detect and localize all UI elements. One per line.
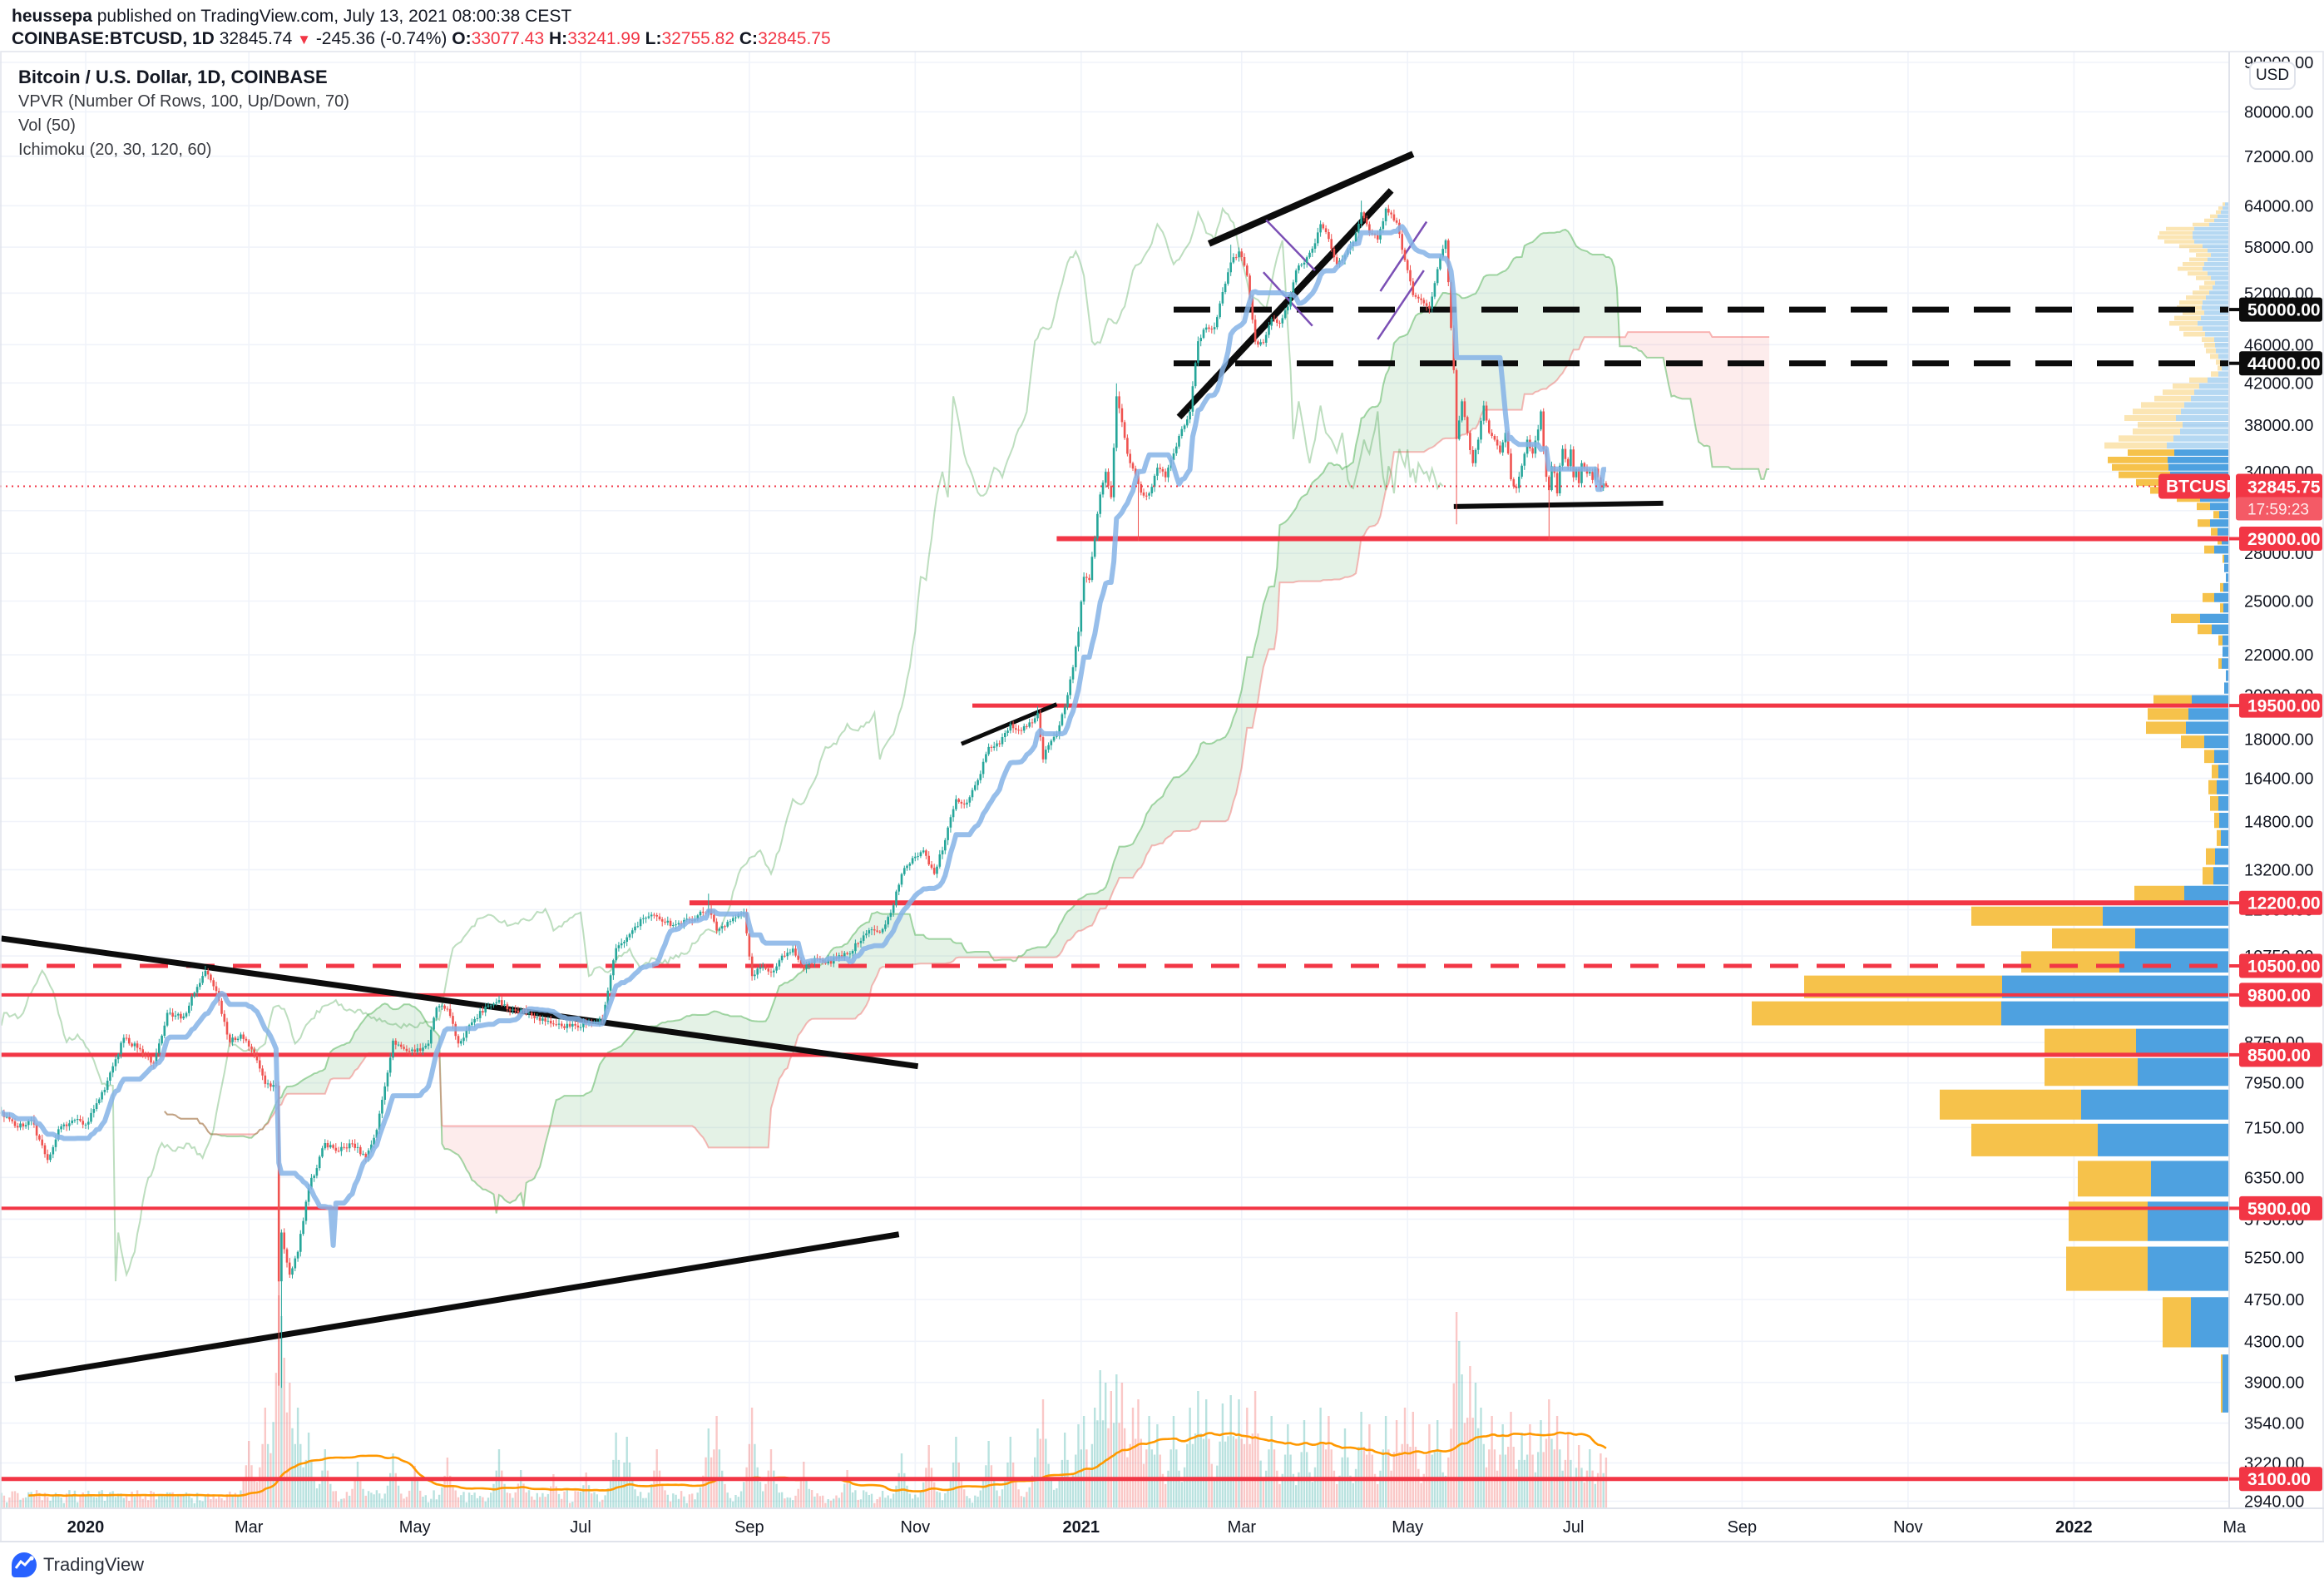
last-price: 32845.74 — [219, 29, 293, 48]
indicator-volume[interactable]: Vol (50) — [18, 116, 76, 135]
indicator-vpvr[interactable]: VPVR (Number Of Rows, 100, Up/Down, 70) — [18, 92, 349, 111]
svg-text:13200.00: 13200.00 — [2244, 861, 2313, 879]
svg-text:19500.00: 19500.00 — [2247, 697, 2321, 716]
down-triangle-icon: ▼ — [297, 32, 311, 47]
svg-text:Sep: Sep — [1728, 1518, 1758, 1537]
svg-text:May: May — [399, 1518, 431, 1537]
price-axis[interactable]: 90000.0080000.0072000.0064000.0058000.00… — [2228, 52, 2324, 1542]
low-label: L: — [645, 29, 662, 48]
svg-text:18000.00: 18000.00 — [2244, 731, 2313, 750]
svg-text:Jul: Jul — [570, 1518, 591, 1537]
svg-text:10500.00: 10500.00 — [2247, 958, 2321, 977]
svg-text:2022: 2022 — [2055, 1518, 2093, 1537]
svg-text:38000.00: 38000.00 — [2244, 417, 2313, 435]
published-text: published on TradingView.com, July 13, 2… — [91, 7, 572, 26]
volume-bars — [0, 1295, 1608, 1507]
svg-text:6350.00: 6350.00 — [2244, 1169, 2304, 1187]
svg-text:Mar: Mar — [235, 1518, 264, 1537]
publish-header: heussepa published on TradingView.com, J… — [12, 5, 571, 27]
trend-lines[interactable] — [1, 151, 1664, 1382]
gridlines — [0, 52, 2229, 1508]
footer-branding[interactable]: TradingView — [12, 1552, 144, 1577]
symbol-header: COINBASE:BTCUSD, 1D 32845.74 ▼ -245.36 (… — [12, 27, 831, 51]
svg-text:Nov: Nov — [1893, 1518, 1923, 1537]
svg-text:58000.00: 58000.00 — [2244, 239, 2313, 257]
brand-name: TradingView — [43, 1554, 145, 1575]
current-price-label: BTCUSD 32845.75 17:59:23 — [2158, 473, 2322, 521]
svg-text:44000.00: 44000.00 — [2247, 354, 2321, 374]
high-label: H: — [549, 29, 568, 48]
svg-text:3100.00: 3100.00 — [2247, 1470, 2311, 1489]
volume-profile — [1752, 202, 2229, 1413]
svg-text:7150.00: 7150.00 — [2244, 1119, 2304, 1137]
ichimoku-conversion-line — [0, 224, 1606, 1248]
svg-text:BTCUSD: BTCUSD — [2166, 478, 2239, 497]
svg-text:42000.00: 42000.00 — [2244, 374, 2313, 393]
svg-text:50000.00: 50000.00 — [2247, 301, 2321, 320]
svg-text:4300.00: 4300.00 — [2244, 1333, 2304, 1351]
open-label: O: — [452, 29, 472, 48]
svg-text:14800.00: 14800.00 — [2244, 814, 2313, 832]
open-value: 33077.43 — [471, 29, 545, 48]
price-change: -245.36 (-0.74%) — [315, 29, 447, 48]
svg-text:Nov: Nov — [901, 1518, 931, 1537]
chart-legend: Bitcoin / U.S. Dollar, 1D, COINBASE VPVR… — [18, 65, 349, 162]
svg-text:16400.00: 16400.00 — [2244, 770, 2313, 789]
svg-text:29000.00: 29000.00 — [2247, 530, 2321, 549]
svg-text:3900.00: 3900.00 — [2244, 1374, 2304, 1393]
high-value: 33241.99 — [567, 29, 640, 48]
ichimoku-cloud — [164, 228, 1770, 1214]
indicator-ichimoku[interactable]: Ichimoku (20, 30, 120, 60) — [18, 141, 212, 159]
svg-text:Ma: Ma — [2223, 1518, 2247, 1537]
username: heussepa — [12, 7, 92, 26]
svg-text:7950.00: 7950.00 — [2244, 1075, 2304, 1093]
svg-text:5250.00: 5250.00 — [2244, 1249, 2304, 1267]
svg-text:2940.00: 2940.00 — [2244, 1493, 2304, 1512]
chart-border — [0, 51, 2324, 1542]
svg-text:3540.00: 3540.00 — [2244, 1415, 2304, 1433]
svg-text:4750.00: 4750.00 — [2244, 1291, 2304, 1309]
support-resistance-lines[interactable] — [0, 306, 2321, 1482]
tradingview-logo-icon — [12, 1552, 37, 1577]
svg-text:25000.00: 25000.00 — [2244, 593, 2313, 611]
symbol-name: COINBASE:BTCUSD, 1D — [12, 29, 215, 48]
svg-text:2021: 2021 — [1063, 1518, 1100, 1537]
price-level-labels: 50000.00 44000.00 29000.00 19500.00 1220… — [2229, 297, 2322, 1492]
svg-text:8500.00: 8500.00 — [2247, 1046, 2311, 1065]
time-axis[interactable]: 2020 Mar May Jul Sep Nov 2021 Mar May Jul Sep Nov 20… — [0, 1507, 2324, 1542]
svg-text:46000.00: 46000.00 — [2244, 336, 2313, 354]
svg-text:Sep: Sep — [734, 1518, 764, 1537]
close-label: C: — [739, 29, 759, 48]
svg-text:32845.75: 32845.75 — [2247, 478, 2321, 497]
svg-text:64000.00: 64000.00 — [2244, 197, 2313, 215]
low-value: 32755.82 — [661, 29, 735, 48]
svg-text:17:59:23: 17:59:23 — [2247, 502, 2309, 519]
svg-text:80000.00: 80000.00 — [2244, 104, 2313, 122]
svg-text:22000.00: 22000.00 — [2244, 646, 2313, 665]
close-value: 32845.75 — [758, 29, 831, 48]
svg-text:Jul: Jul — [1563, 1518, 1585, 1537]
svg-text:May: May — [1392, 1518, 1423, 1537]
svg-text:9800.00: 9800.00 — [2247, 986, 2311, 1005]
svg-text:5900.00: 5900.00 — [2247, 1200, 2311, 1219]
svg-text:12200.00: 12200.00 — [2247, 894, 2321, 913]
chart-title[interactable]: Bitcoin / U.S. Dollar, 1D, COINBASE — [18, 67, 328, 87]
currency-unit-button[interactable]: USD — [2249, 62, 2296, 90]
svg-text:72000.00: 72000.00 — [2244, 148, 2313, 166]
svg-text:2020: 2020 — [67, 1518, 105, 1537]
svg-text:Mar: Mar — [1228, 1518, 1257, 1537]
